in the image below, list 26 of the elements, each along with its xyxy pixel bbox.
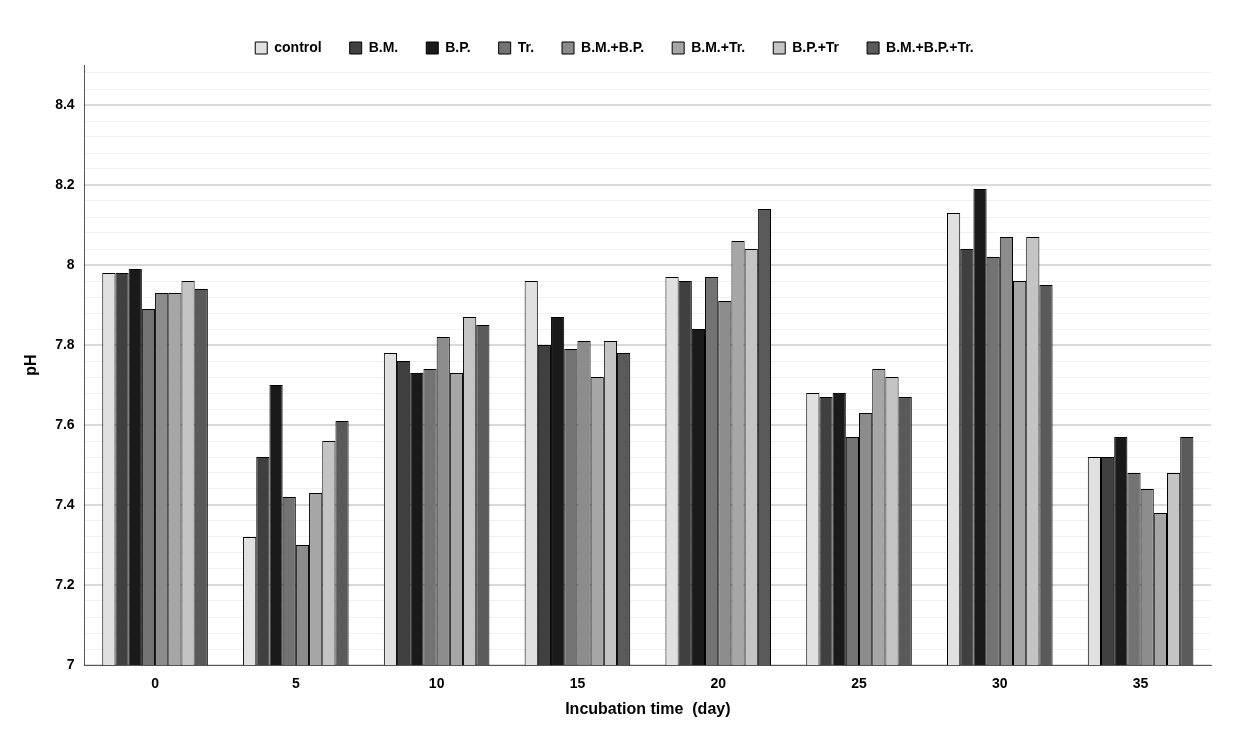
legend-label: B.M.+B.P. [581,38,645,55]
x-tick-label: 15 [569,675,586,692]
x-tick-label: 25 [851,675,868,692]
y-tick-label: 7.6 [55,415,75,432]
y-tick-label: 8.4 [55,95,75,112]
x-tick-label: 30 [992,675,1008,692]
legend-label: B.M.+B.P.+Tr. [886,38,974,55]
y-tick-label: 7.8 [55,335,75,352]
y-tick-label: 7.2 [55,575,75,592]
y-tick-label: 7 [66,655,75,672]
x-tick-label: 35 [1132,675,1149,692]
y-tick-label: 7.4 [55,495,75,512]
x-tick-label: 10 [428,675,445,692]
x-tick-label: 20 [710,675,727,692]
legend-label: B.P.+Tr [792,38,840,55]
legend-label: Tr. [517,38,535,55]
x-tick-label: 5 [291,675,300,692]
legend-label: B.M.+Tr. [691,38,746,55]
x-tick-label: 0 [151,675,160,692]
x-axis-title: Incubation time (day) [565,699,731,717]
legend-label: control [274,38,322,55]
y-tick-label: 8 [66,255,75,272]
legend-label: B.P. [445,38,471,55]
legend-label: B.M. [368,38,399,55]
y-tick-label: 8.2 [55,175,75,192]
y-axis-title: pH [22,354,40,376]
